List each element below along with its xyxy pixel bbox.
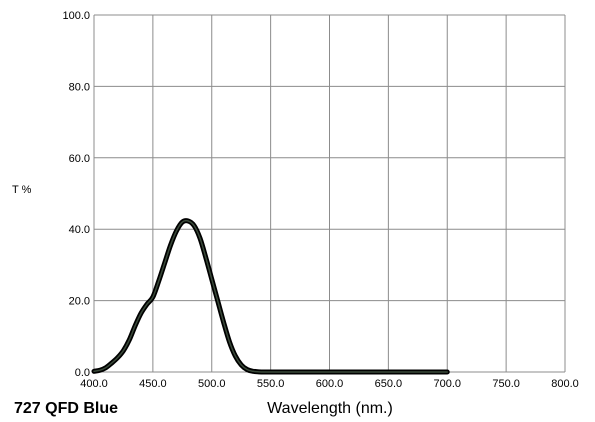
y-tick-label: 40.0 [69,224,90,236]
y-tick-label: 100.0 [62,10,90,22]
y-tick-label: 80.0 [69,81,90,93]
x-tick-label: 750.0 [492,378,520,390]
x-tick-label: 450.0 [139,378,167,390]
transmission-curve-highlight [93,219,448,373]
x-tick-label: 800.0 [551,378,579,390]
series-layer [91,218,450,375]
chart-title: 727 QFD Blue [14,400,118,417]
x-tick-label: 700.0 [433,378,461,390]
x-tick-label: 500.0 [198,378,226,390]
y-tick-label: 0.0 [75,367,90,379]
y-tick-label: 20.0 [69,296,90,308]
x-tick-label: 650.0 [375,378,403,390]
x-axis-label: Wavelength (nm.) [267,400,393,417]
x-tick-label: 400.0 [80,378,108,390]
x-tick-label: 600.0 [316,378,344,390]
x-tick-label: 550.0 [257,378,285,390]
tick-labels: 400.0 450.0 500.0 550.0 600.0 650.0 700.0 750.0… [62,10,578,390]
y-axis-label: T % [12,184,32,196]
grid-lines [93,14,566,373]
y-tick-label: 60.0 [69,153,90,165]
